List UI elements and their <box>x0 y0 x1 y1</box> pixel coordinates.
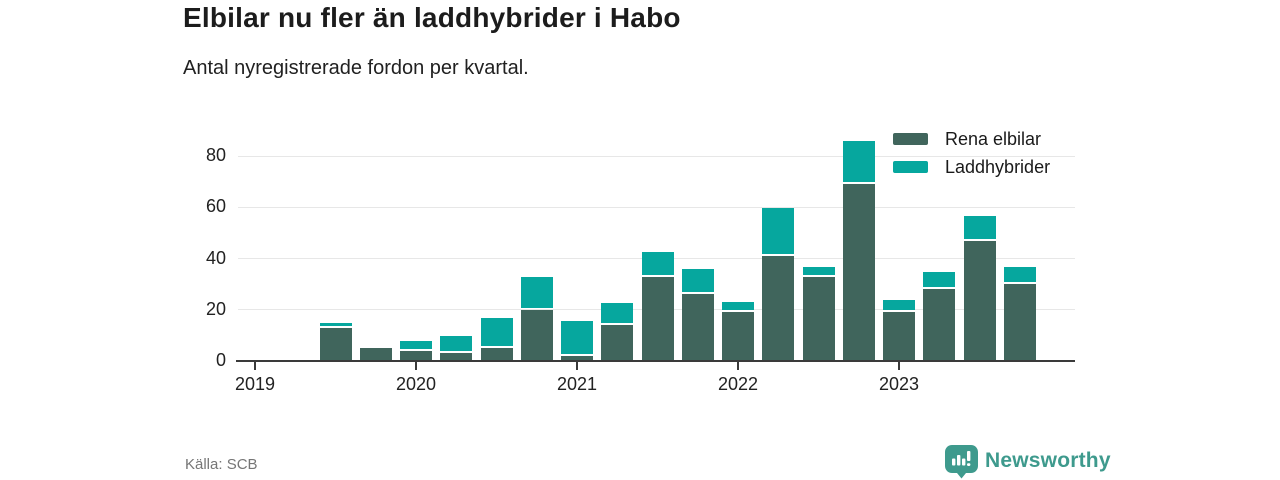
legend-swatch-dark <box>893 133 928 145</box>
bar-segment-elbilar <box>481 348 513 361</box>
newsworthy-badge-icon <box>945 445 978 479</box>
x-tick-label: 2022 <box>717 374 759 394</box>
bar-segment-elbilar <box>923 289 955 361</box>
legend-swatch-teal <box>893 161 928 173</box>
bar-segment-laddhybrider <box>400 341 432 349</box>
bar-segment-laddhybrider <box>803 267 835 275</box>
bar-segment-laddhybrider <box>762 208 794 254</box>
bar-segment-elbilar <box>762 256 794 361</box>
bar-segment-laddhybrider <box>682 269 714 292</box>
bar-segment-elbilar <box>722 312 754 361</box>
legend-item-rena-elbilar: Rena elbilar <box>893 125 1050 153</box>
x-axis-tick <box>898 362 900 370</box>
bar-segment-laddhybrider <box>320 323 352 326</box>
bar-segment-elbilar <box>561 356 593 361</box>
y-tick-label: 20 <box>205 298 226 319</box>
bar-segment-laddhybrider <box>481 318 513 346</box>
bar-segment-elbilar <box>964 241 996 361</box>
bar-segment-laddhybrider <box>883 300 915 310</box>
x-tick-label: 2020 <box>395 374 437 394</box>
bar-segment-elbilar <box>320 328 352 361</box>
x-tick-label: 2023 <box>878 374 920 394</box>
bar-segment-elbilar <box>883 312 915 361</box>
x-axis-tick <box>576 362 578 370</box>
source-note: Källa: SCB <box>185 456 258 473</box>
x-axis-tick <box>737 362 739 370</box>
y-tick-label: 80 <box>205 145 226 166</box>
bar-segment-elbilar <box>400 351 432 361</box>
legend-label: Rena elbilar <box>945 128 1042 149</box>
bar-segment-laddhybrider <box>843 141 875 182</box>
x-axis-tick <box>254 362 256 370</box>
gridline <box>238 155 1075 157</box>
bar-segment-elbilar <box>642 277 674 361</box>
bar-segment-elbilar <box>601 325 633 361</box>
x-tick-label: 2021 <box>556 374 598 394</box>
newsworthy-logo: Newsworthy <box>945 445 1111 479</box>
y-tick-label: 0 <box>215 350 226 370</box>
y-tick-label: 60 <box>205 196 226 217</box>
legend-label: Laddhybrider <box>945 156 1051 177</box>
y-tick-label: 40 <box>205 247 226 268</box>
bar-segment-laddhybrider <box>642 252 674 275</box>
x-axis-tick <box>415 362 417 370</box>
bar-segment-laddhybrider <box>1004 267 1036 282</box>
bar-segment-laddhybrider <box>561 321 593 354</box>
bar-segment-laddhybrider <box>923 272 955 287</box>
bar-segment-elbilar <box>1004 284 1036 361</box>
bar-segment-laddhybrider <box>601 303 633 323</box>
gridline <box>238 206 1075 208</box>
legend-item-laddhybrider: Laddhybrider <box>893 153 1050 181</box>
bar-segment-elbilar <box>440 353 472 361</box>
bar-segment-elbilar <box>843 184 875 361</box>
bar-segment-elbilar <box>521 310 553 361</box>
chart-legend: Rena elbilar Laddhybrider <box>893 125 1050 181</box>
bar-segment-laddhybrider <box>722 302 754 310</box>
bar-segment-elbilar <box>682 294 714 361</box>
bar-segment-elbilar <box>803 277 835 361</box>
x-tick-label: 2019 <box>234 374 276 394</box>
bar-segment-laddhybrider <box>521 277 553 308</box>
brand-name: Newsworthy <box>985 449 1111 472</box>
page-title: Elbilar nu fler än laddhybrider i Habo <box>183 2 681 33</box>
bar-segment-elbilar <box>360 348 392 361</box>
chart-subtitle: Antal nyregistrerade fordon per kvartal. <box>183 57 529 79</box>
bar-segment-laddhybrider <box>964 216 996 239</box>
bar-segment-laddhybrider <box>440 336 472 351</box>
x-axis-line <box>236 360 1075 362</box>
